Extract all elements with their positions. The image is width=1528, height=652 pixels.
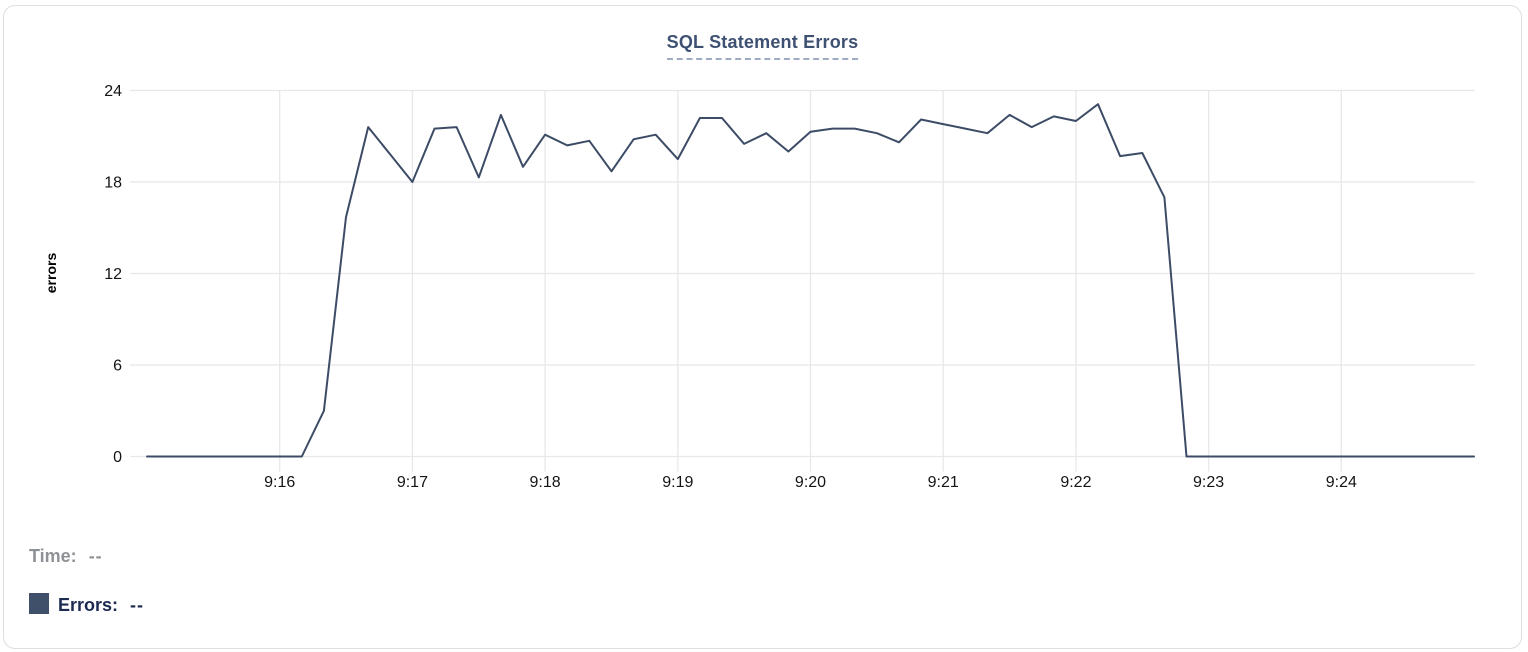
y-tick-label: 6	[113, 358, 122, 375]
x-tick-label: 9:17	[397, 474, 428, 491]
chart-title[interactable]: SQL Statement Errors	[666, 32, 859, 60]
x-tick-label: 9:20	[795, 474, 826, 491]
y-tick-label: 0	[113, 449, 122, 466]
y-tick-label: 24	[104, 83, 122, 100]
x-tick-label: 9:21	[928, 474, 959, 491]
y-tick-label: 12	[104, 266, 122, 283]
x-tick-label: 9:22	[1060, 474, 1091, 491]
x-tick-label: 9:23	[1193, 474, 1224, 491]
chart-card: SQL Statement Errors 0 6 12 18 24 9:16 9:17 9:…	[3, 5, 1522, 649]
chart-header: SQL Statement Errors	[4, 32, 1521, 60]
time-readout-value: --	[88, 546, 103, 566]
errors-readout-value: --	[130, 595, 145, 615]
x-axis-tick-labels: 9:16 9:17 9:18 9:19 9:20 9:21 9:22 9:23 9:24	[264, 474, 1357, 491]
errors-readout-label: Errors:	[58, 595, 119, 615]
x-tick-label: 9:24	[1326, 474, 1357, 491]
time-readout: Time: --	[29, 546, 103, 567]
x-tick-label: 9:16	[264, 474, 295, 491]
errors-legend-item[interactable]: Errors: --	[29, 593, 144, 616]
line-chart[interactable]: 0 6 12 18 24 9:16 9:17 9:18 9:19 9:20 9:21 9:22 9:2…	[4, 6, 1528, 506]
y-axis-title: errors	[43, 253, 59, 294]
horizontal-gridlines	[130, 89, 1475, 458]
y-tick-label: 18	[104, 175, 122, 192]
errors-series-line	[146, 103, 1475, 458]
vertical-gridlines	[279, 90, 1342, 472]
errors-series-swatch	[29, 593, 49, 614]
time-readout-label: Time:	[29, 546, 77, 566]
x-tick-label: 9:18	[530, 474, 561, 491]
x-tick-label: 9:19	[662, 474, 693, 491]
y-axis-tick-labels: 0 6 12 18 24	[104, 83, 122, 466]
